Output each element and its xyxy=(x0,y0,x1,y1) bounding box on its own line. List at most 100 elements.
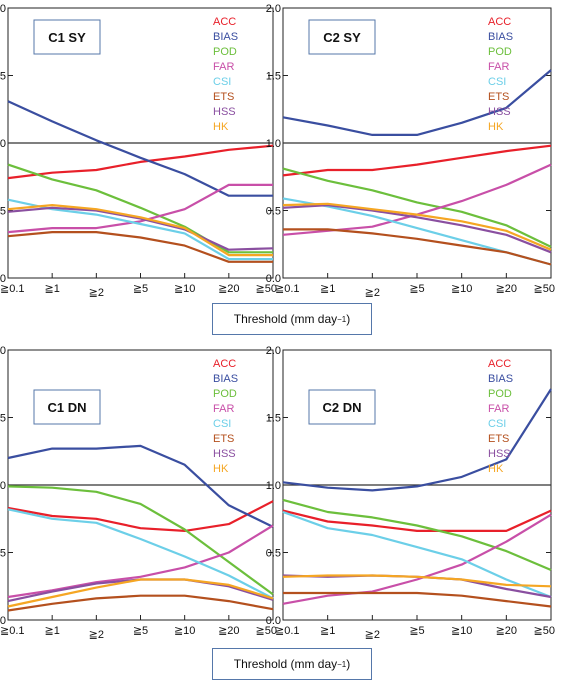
x-tick-label: ≧20 xyxy=(218,283,239,295)
legend-entry-hk: HK xyxy=(488,121,504,133)
legend-entry-far: FAR xyxy=(488,403,509,415)
x-tick-label: ≧20 xyxy=(496,625,517,637)
series-line-hk xyxy=(282,574,552,588)
title-box xyxy=(308,389,376,425)
chart-panel-3: 0.0 0.5 1.0 1.5 2.0 ≧0.1 ≧1 ≧2 ≧5 ≧10 ≧20 ≧50 ACC BIA… xyxy=(0,345,277,641)
series-line-ets xyxy=(283,591,552,608)
legend-entry-hss: HSS xyxy=(213,106,236,118)
x-tick-label: ≧0.1 xyxy=(0,625,25,637)
y-tick-label: 0.0 xyxy=(0,615,6,627)
series-line-bias xyxy=(282,388,552,492)
x-tick-label: ≧1 xyxy=(44,625,59,637)
x-axis-label-top: Threshold (mm day −1) xyxy=(212,303,372,335)
x-tick-label: ≧0.1 xyxy=(275,283,300,295)
legend-entry-far: FAR xyxy=(213,61,234,73)
x-axis-label-bottom: Threshold (mm day −1) xyxy=(212,648,372,680)
series-line-pod xyxy=(282,167,552,248)
y-tick-label: 1.5 xyxy=(266,71,281,83)
legend-entry-ets: ETS xyxy=(488,91,509,103)
legend-entry-pod: POD xyxy=(488,46,512,58)
series-line-pod xyxy=(7,163,273,254)
series-line-acc xyxy=(7,144,274,180)
series-line-ets xyxy=(7,231,273,263)
legend-entry-ets: ETS xyxy=(488,433,509,445)
legend-entry-far: FAR xyxy=(488,61,509,73)
y-tick-label: 1.0 xyxy=(266,138,281,150)
series-line-ets xyxy=(283,228,552,266)
series-line-pod xyxy=(282,498,552,572)
series-line-csi xyxy=(7,508,274,600)
chart-panel-4: 0.0 0.5 1.0 1.5 2.0 ≧0.1 ≧1 ≧2 ≧5 ≧10 ≧20 ≧50 ACC BIA… xyxy=(266,345,555,641)
series-line-far xyxy=(282,513,552,605)
x-tick-label: ≧2 xyxy=(365,287,380,299)
x-tick-label: ≧2 xyxy=(365,629,380,641)
series-line-acc xyxy=(282,509,552,533)
x-tick-label: ≧2 xyxy=(89,629,104,641)
x-tick-label: ≧2 xyxy=(89,287,104,299)
x-tick-label: ≧10 xyxy=(451,625,472,637)
series-line-acc xyxy=(7,500,274,533)
x-tick-label: ≧50 xyxy=(534,283,555,295)
legend-entry-hss: HSS xyxy=(488,106,511,118)
legend-entry-far: FAR xyxy=(213,403,234,415)
panel-title: C1 DN xyxy=(47,400,86,415)
title-box xyxy=(33,389,101,425)
y-tick-label: 2.0 xyxy=(0,345,6,357)
y-tick-label: 0.0 xyxy=(0,273,6,285)
y-tick-label: 2.0 xyxy=(0,3,6,15)
series-line-bias xyxy=(7,100,273,197)
legend-entry-pod: POD xyxy=(213,388,237,400)
legend-entry-csi: CSI xyxy=(213,76,231,88)
x-tick-label: ≧10 xyxy=(451,283,472,295)
x-tick-label: ≧1 xyxy=(320,283,335,295)
y-tick-label: 1.0 xyxy=(266,480,281,492)
y-tick-label: 2.0 xyxy=(266,3,281,15)
series-line-acc xyxy=(282,144,552,177)
x-tick-label: ≧20 xyxy=(496,283,517,295)
y-tick-label: 1.0 xyxy=(0,480,6,492)
x-tick-label: ≧50 xyxy=(256,283,277,295)
y-tick-label: 1.5 xyxy=(0,71,6,83)
chart-panel-2: 0.0 0.5 1.0 1.5 2.0 ≧0.1 ≧1 ≧2 ≧5 ≧10 ≧20 ≧50 ACC BIA… xyxy=(266,3,555,299)
y-tick-label: 0.5 xyxy=(0,206,6,218)
series-line-pod xyxy=(7,485,274,596)
x-tick-label: ≧50 xyxy=(534,625,555,637)
legend-entry-bias: BIAS xyxy=(488,31,513,43)
x-tick-label: ≧50 xyxy=(256,625,277,637)
series-line-bias xyxy=(282,69,552,136)
legend-entry-hk: HK xyxy=(213,121,229,133)
series-line-hss xyxy=(7,206,274,251)
legend-entry-hss: HSS xyxy=(488,448,511,460)
legend-entry-bias: BIAS xyxy=(213,31,238,43)
panel-title: C2 DN xyxy=(322,400,361,415)
series-line-hss xyxy=(282,204,552,254)
legend-entry-hss: HSS xyxy=(213,448,236,460)
legend-entry-acc: ACC xyxy=(213,358,236,370)
legend-entry-csi: CSI xyxy=(213,418,231,430)
x-tick-label: ≧1 xyxy=(320,625,335,637)
legend-entry-csi: CSI xyxy=(488,76,506,88)
series-line-hk xyxy=(7,204,273,257)
x-tick-label: ≧0.1 xyxy=(0,283,25,295)
x-tick-label: ≧0.1 xyxy=(275,625,300,637)
series-line-hk xyxy=(282,202,552,251)
legend-entry-ets: ETS xyxy=(213,433,234,445)
x-tick-label: ≧5 xyxy=(409,625,424,637)
y-tick-label: 0.5 xyxy=(266,548,281,560)
y-tick-label: 0.0 xyxy=(266,615,281,627)
series-line-bias xyxy=(7,444,274,528)
x-tick-label: ≧1 xyxy=(44,283,59,295)
x-tick-label: ≧5 xyxy=(133,283,148,295)
x-tick-label: ≧5 xyxy=(133,625,148,637)
x-tick-label: ≧10 xyxy=(174,625,195,637)
title-box xyxy=(33,19,101,55)
series-line-far xyxy=(7,183,273,234)
panel-title: C1 SY xyxy=(48,30,86,45)
series-line-csi xyxy=(282,510,552,599)
title-box xyxy=(308,19,376,55)
series-line-hk xyxy=(7,578,274,608)
legend-entry-acc: ACC xyxy=(213,16,236,28)
panel-title: C2 SY xyxy=(323,30,361,45)
legend-entry-csi: CSI xyxy=(488,418,506,430)
